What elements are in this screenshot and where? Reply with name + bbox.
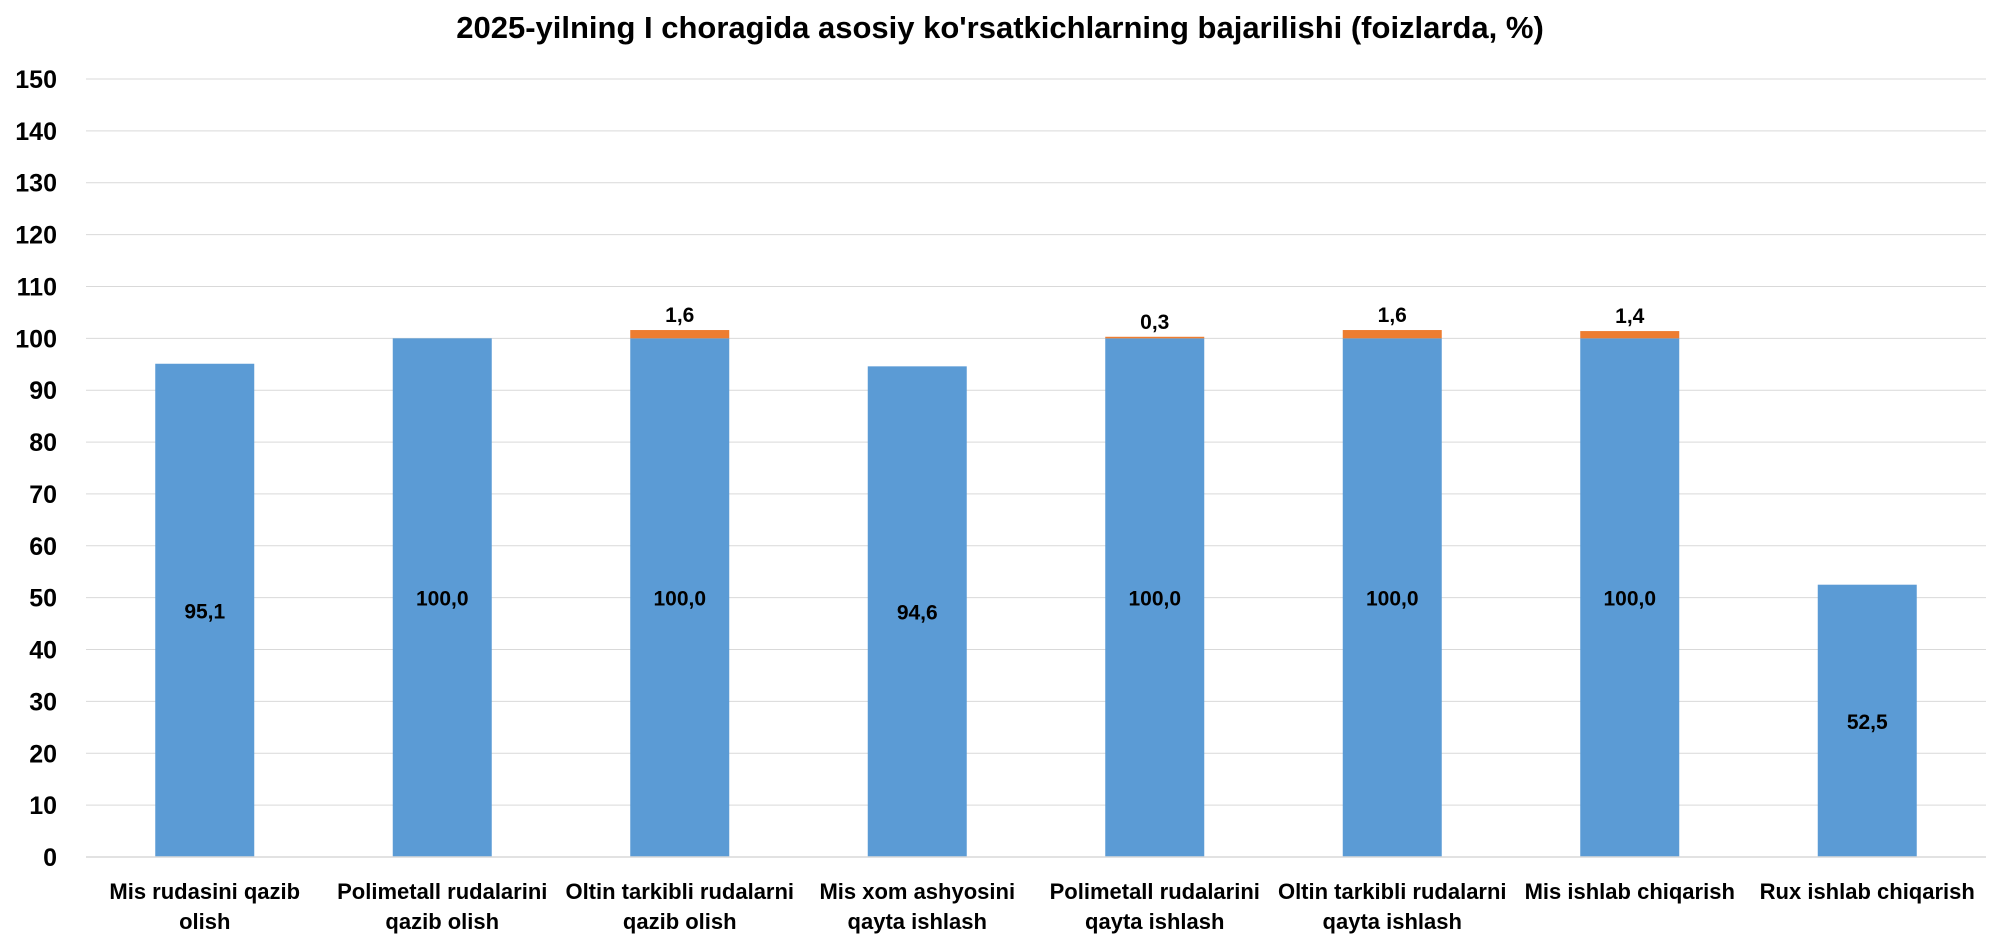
x-tick-label: Rux ishlab chiqarish [1760, 879, 1975, 904]
x-tick-label: qayta ishlash [848, 909, 987, 934]
y-tick-label: 60 [29, 533, 57, 561]
x-tick-label: qayta ishlash [1085, 909, 1224, 934]
bar-segment [1105, 336, 1205, 339]
y-tick-label: 90 [29, 377, 57, 405]
y-tick-label: 10 [29, 792, 57, 820]
bar-segment [1580, 331, 1680, 339]
y-tick-label: 40 [29, 637, 57, 665]
y-tick-label: 20 [29, 740, 57, 768]
bar-segment [1105, 338, 1205, 857]
bar-segment [155, 363, 255, 857]
x-tick-label: Oltin tarkibli rudalarni [565, 879, 794, 904]
y-tick-label: 150 [15, 66, 57, 94]
x-tick-label: Polimetall rudalarini [1050, 879, 1260, 904]
data-label: 100,0 [653, 588, 706, 611]
data-label: 95,1 [184, 600, 225, 623]
y-tick-label: 70 [29, 481, 57, 509]
y-tick-label: 30 [29, 688, 57, 716]
y-tick-label: 80 [29, 429, 57, 457]
x-tick-label: Oltin tarkibli rudalarni [1278, 879, 1507, 904]
y-tick-label: 100 [15, 325, 57, 353]
data-label: 1,6 [665, 304, 694, 327]
x-tick-label: qazib olish [623, 909, 737, 934]
x-tick-label: Mis xom ashyosini [819, 879, 1015, 904]
bar-segment [1342, 338, 1442, 857]
bar-segment [1342, 330, 1442, 339]
data-label: 100,0 [1128, 588, 1181, 611]
data-label: 52,5 [1847, 711, 1888, 734]
data-label: 100,0 [1366, 588, 1419, 611]
x-tick-label: Mis ishlab chiqarish [1525, 879, 1735, 904]
x-tick-label: Polimetall rudalarini [337, 879, 547, 904]
data-label: 94,6 [897, 602, 938, 625]
x-tick-label: Mis rudasini qazib [109, 879, 300, 904]
y-tick-label: 50 [29, 585, 57, 613]
x-tick-label: qazib olish [385, 909, 499, 934]
data-label: 100,0 [1603, 588, 1656, 611]
y-tick-label: 0 [43, 844, 57, 872]
data-label: 1,6 [1378, 304, 1407, 327]
bar-segment [630, 330, 730, 339]
data-label: 1,4 [1615, 305, 1645, 328]
bar-segment [1817, 584, 1917, 857]
y-tick-label: 120 [15, 222, 57, 250]
bar-segment [867, 366, 967, 857]
y-tick-label: 110 [17, 273, 57, 301]
bar-segment [1580, 338, 1680, 857]
bar-segment [392, 338, 492, 857]
x-tick-label: olish [179, 909, 230, 934]
y-tick-label: 130 [15, 170, 57, 198]
y-tick-label: 140 [15, 118, 57, 146]
chart-title: 2025-yilning I choragida asosiy ko'rsatk… [456, 10, 1544, 45]
x-tick-label: qayta ishlash [1323, 909, 1462, 934]
data-label: 100,0 [416, 588, 469, 611]
bar-segment [630, 338, 730, 857]
data-label: 0,3 [1140, 311, 1169, 334]
